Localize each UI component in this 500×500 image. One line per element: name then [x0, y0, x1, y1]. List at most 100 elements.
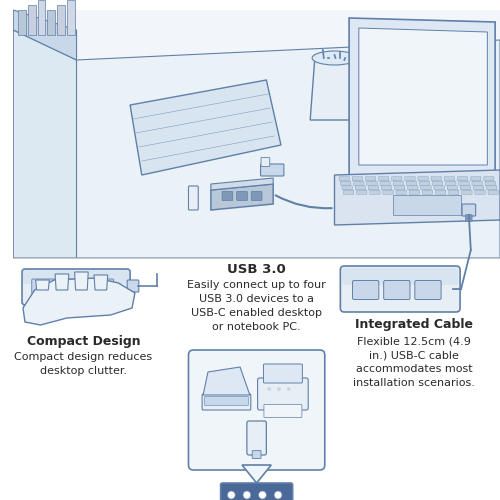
FancyBboxPatch shape — [252, 192, 262, 200]
Polygon shape — [211, 178, 273, 190]
Bar — [57, 5, 65, 35]
FancyBboxPatch shape — [260, 164, 284, 176]
FancyBboxPatch shape — [258, 378, 308, 410]
FancyBboxPatch shape — [344, 190, 354, 194]
FancyBboxPatch shape — [342, 186, 352, 190]
FancyBboxPatch shape — [448, 190, 459, 194]
FancyBboxPatch shape — [204, 396, 248, 406]
FancyBboxPatch shape — [420, 181, 430, 186]
FancyBboxPatch shape — [378, 176, 389, 181]
Text: Integrated Cable: Integrated Cable — [356, 318, 474, 331]
FancyBboxPatch shape — [354, 181, 364, 186]
FancyBboxPatch shape — [432, 181, 443, 186]
Text: Compact Design: Compact Design — [26, 335, 140, 348]
FancyBboxPatch shape — [355, 186, 366, 190]
FancyBboxPatch shape — [127, 280, 139, 292]
Ellipse shape — [312, 51, 357, 65]
FancyBboxPatch shape — [264, 404, 302, 417]
Text: Compact design reduces
desktop clutter.: Compact design reduces desktop clutter. — [14, 352, 152, 376]
FancyBboxPatch shape — [436, 190, 446, 194]
FancyBboxPatch shape — [446, 181, 456, 186]
FancyBboxPatch shape — [394, 186, 405, 190]
FancyBboxPatch shape — [380, 181, 390, 186]
Circle shape — [277, 387, 281, 391]
Polygon shape — [334, 170, 500, 225]
FancyBboxPatch shape — [421, 186, 431, 190]
FancyBboxPatch shape — [339, 176, 349, 181]
FancyBboxPatch shape — [396, 190, 406, 194]
Bar — [393, 195, 461, 215]
Circle shape — [258, 491, 266, 499]
FancyBboxPatch shape — [484, 176, 494, 181]
Polygon shape — [349, 18, 495, 175]
FancyBboxPatch shape — [22, 269, 130, 305]
FancyBboxPatch shape — [485, 181, 496, 186]
FancyBboxPatch shape — [406, 181, 416, 186]
FancyBboxPatch shape — [188, 186, 198, 210]
FancyBboxPatch shape — [431, 176, 442, 181]
Polygon shape — [211, 184, 273, 210]
FancyBboxPatch shape — [370, 190, 380, 194]
FancyBboxPatch shape — [352, 280, 379, 299]
FancyBboxPatch shape — [23, 270, 129, 284]
Polygon shape — [130, 80, 281, 175]
FancyBboxPatch shape — [392, 176, 402, 181]
FancyBboxPatch shape — [408, 186, 418, 190]
FancyBboxPatch shape — [32, 279, 55, 294]
FancyBboxPatch shape — [384, 280, 410, 299]
Bar — [67, 0, 74, 35]
FancyBboxPatch shape — [422, 190, 432, 194]
Polygon shape — [76, 40, 500, 258]
FancyBboxPatch shape — [236, 192, 248, 200]
FancyBboxPatch shape — [366, 176, 376, 181]
FancyBboxPatch shape — [222, 192, 233, 200]
FancyBboxPatch shape — [475, 190, 485, 194]
Polygon shape — [36, 280, 50, 290]
FancyBboxPatch shape — [252, 450, 261, 458]
Polygon shape — [359, 28, 488, 165]
FancyBboxPatch shape — [382, 186, 392, 190]
FancyBboxPatch shape — [247, 421, 266, 455]
Bar — [18, 10, 26, 35]
Bar — [28, 5, 36, 35]
FancyBboxPatch shape — [393, 181, 404, 186]
FancyBboxPatch shape — [202, 394, 251, 410]
Polygon shape — [242, 465, 271, 483]
Circle shape — [243, 491, 251, 499]
FancyBboxPatch shape — [458, 176, 468, 181]
FancyBboxPatch shape — [415, 280, 441, 299]
Bar — [38, 0, 46, 35]
FancyBboxPatch shape — [470, 176, 481, 181]
FancyBboxPatch shape — [264, 364, 302, 383]
FancyBboxPatch shape — [220, 483, 292, 500]
Bar — [14, 258, 500, 500]
FancyBboxPatch shape — [367, 181, 377, 186]
FancyBboxPatch shape — [434, 186, 444, 190]
FancyBboxPatch shape — [342, 268, 458, 285]
Polygon shape — [310, 55, 359, 120]
FancyBboxPatch shape — [368, 186, 378, 190]
Polygon shape — [14, 10, 76, 60]
FancyBboxPatch shape — [61, 279, 84, 294]
FancyBboxPatch shape — [90, 279, 114, 294]
FancyBboxPatch shape — [462, 190, 472, 194]
Circle shape — [287, 387, 290, 391]
Polygon shape — [23, 278, 135, 325]
Polygon shape — [14, 30, 76, 258]
Polygon shape — [94, 275, 108, 290]
Polygon shape — [203, 367, 250, 395]
FancyBboxPatch shape — [409, 190, 420, 194]
Bar — [48, 10, 55, 35]
Circle shape — [268, 387, 271, 391]
FancyBboxPatch shape — [488, 190, 498, 194]
Polygon shape — [74, 272, 88, 290]
FancyBboxPatch shape — [486, 186, 497, 190]
Circle shape — [228, 491, 235, 499]
FancyBboxPatch shape — [383, 190, 393, 194]
FancyBboxPatch shape — [472, 181, 482, 186]
FancyBboxPatch shape — [444, 176, 454, 181]
FancyBboxPatch shape — [459, 181, 469, 186]
FancyBboxPatch shape — [340, 181, 351, 186]
FancyBboxPatch shape — [418, 176, 428, 181]
FancyBboxPatch shape — [462, 204, 475, 216]
